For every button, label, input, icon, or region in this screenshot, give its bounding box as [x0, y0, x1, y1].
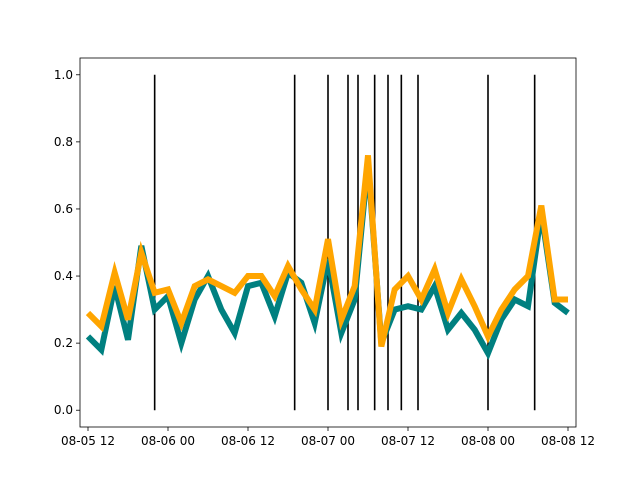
y-tick-label: 0.0: [54, 403, 73, 417]
x-tick-label: 08-08 12: [541, 434, 595, 448]
y-tick-label: 0.4: [54, 269, 73, 283]
x-tick-label: 08-07 00: [301, 434, 355, 448]
y-axis: 0.0 0.2 0.4 0.6 0.8 1.0: [54, 68, 80, 417]
x-tick-label: 08-05 12: [61, 434, 115, 448]
x-tick-label: 08-06 00: [141, 434, 195, 448]
x-tick-label: 08-06 12: [221, 434, 275, 448]
y-tick-label: 0.2: [54, 336, 73, 350]
x-tick-label: 08-07 12: [381, 434, 435, 448]
x-tick-label: 08-08 00: [461, 434, 515, 448]
y-tick-label: 1.0: [54, 68, 73, 82]
series-line-2: [85, 154, 568, 348]
x-axis: 08-05 12 08-06 00 08-06 12 08-07 00 08-07 12…: [61, 427, 595, 448]
series-lines: [85, 154, 570, 361]
y-tick-label: 0.6: [54, 202, 73, 216]
y-tick-label: 0.8: [54, 135, 73, 149]
